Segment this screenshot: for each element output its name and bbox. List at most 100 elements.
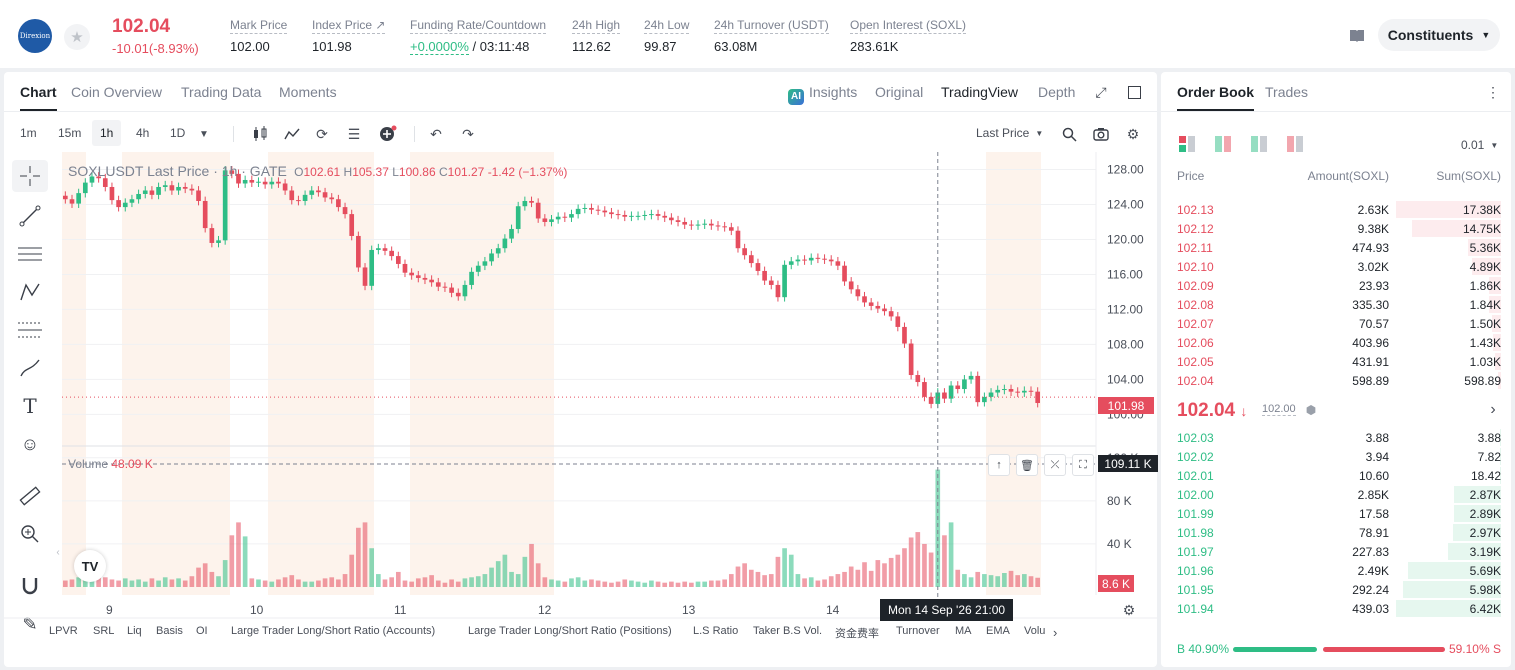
candle-body	[748, 255, 754, 264]
refresh-icon[interactable]: ⟳	[316, 125, 328, 142]
pattern-icon[interactable]	[12, 276, 48, 308]
bid-row[interactable]: 101.94 439.03 6.42K	[1161, 599, 1511, 618]
scale-settings-icon[interactable]: ⚙	[1122, 601, 1136, 618]
maximize-pane-icon[interactable]: ⛶	[1072, 454, 1094, 476]
tab-coin-overview[interactable]: Coin Overview	[71, 84, 163, 100]
info-shield-icon[interactable]: ⬢	[1305, 403, 1317, 417]
expand-icon[interactable]: ⤢	[1095, 83, 1107, 100]
indicator-liq[interactable]: Liq	[127, 625, 142, 637]
bid-row[interactable]: 101.98 78.91 2.97K	[1161, 523, 1511, 542]
indicator-lt-ratio-positions[interactable]: Large Trader Long/Short Ratio (Positions…	[468, 625, 672, 637]
bid-row[interactable]: 102.02 3.94 7.82	[1161, 447, 1511, 466]
timeframe-4h[interactable]: 4h	[136, 126, 150, 140]
bid-row[interactable]: 102.03 3.88 3.88	[1161, 428, 1511, 447]
indicator-ma[interactable]: MA	[955, 625, 972, 637]
trend-line-icon[interactable]	[12, 200, 48, 232]
indicator-lpvr[interactable]: LPVR	[49, 625, 78, 637]
move-up-icon[interactable]: ↑	[988, 454, 1010, 476]
book-asks-icon[interactable]	[1285, 134, 1305, 154]
pencil-lock-icon[interactable]: ✎	[22, 613, 38, 634]
indicator-srl[interactable]: SRL	[93, 625, 115, 637]
view-insights[interactable]: AI Insights	[788, 84, 857, 105]
tab-trading-data[interactable]: Trading Data	[181, 84, 262, 100]
ask-row[interactable]: 102.08 335.30 1.84K	[1161, 295, 1511, 314]
ask-row[interactable]: 102.06 403.96 1.43K	[1161, 333, 1511, 352]
stat-index-price[interactable]: Index Price ↗ 101.98	[312, 18, 386, 54]
candle-type-icon[interactable]	[250, 124, 270, 144]
timeframe-1d[interactable]: 1D	[170, 126, 186, 140]
book-icon[interactable]	[1345, 25, 1369, 47]
ask-row[interactable]: 102.10 3.02K 4.89K	[1161, 257, 1511, 276]
indicator-funding-rate[interactable]: 资金费率	[835, 628, 879, 640]
precision-select[interactable]: 0.01 ▼	[1453, 132, 1506, 158]
stat-funding-rate[interactable]: Funding Rate/Countdown +0.0000% / 03:11:…	[410, 18, 547, 55]
bid-row[interactable]: 101.96 2.49K 5.69K	[1161, 561, 1511, 580]
collapse-left-icon[interactable]: ‹	[56, 546, 60, 558]
window-icon[interactable]	[1124, 82, 1144, 102]
horizontal-lines-icon[interactable]	[12, 238, 48, 270]
chevron-right-icon[interactable]: ›	[1053, 625, 1058, 640]
bid-row[interactable]: 101.97 227.83 3.19K	[1161, 542, 1511, 561]
book-bids-icon[interactable]	[1249, 134, 1269, 154]
ask-row[interactable]: 102.05 431.91 1.03K	[1161, 352, 1511, 371]
chevron-right-icon[interactable]: ›	[1490, 401, 1496, 418]
indicator-oi[interactable]: OI	[196, 625, 208, 637]
indicator-taker-bs-vol[interactable]: Taker B.S Vol.	[753, 625, 823, 637]
crosshair-icon[interactable]	[12, 160, 48, 192]
timeframe-more-icon[interactable]: ▼	[199, 128, 209, 140]
settings-gear-icon[interactable]: ⚙	[1126, 125, 1140, 142]
tradingview-logo[interactable]: TV	[74, 550, 106, 582]
delete-icon[interactable]: 🗑	[1016, 454, 1038, 476]
ask-row[interactable]: 102.09 23.93 1.86K	[1161, 276, 1511, 295]
book-both-icon[interactable]	[1177, 134, 1197, 154]
timeframe-1m[interactable]: 1m	[20, 126, 37, 140]
indicator-ema[interactable]: EMA	[986, 625, 1010, 637]
stat-mark-price[interactable]: Mark Price 102.00	[230, 18, 288, 54]
indicators-icon[interactable]	[282, 124, 302, 144]
tab-chart[interactable]: Chart	[20, 84, 57, 111]
indicator-turnover[interactable]: Turnover	[896, 625, 940, 637]
zoom-in-icon[interactable]	[12, 518, 48, 550]
favorite-star-icon[interactable]: ★	[64, 24, 90, 50]
ask-row[interactable]: 102.13 2.63K 17.38K	[1161, 200, 1511, 219]
fib-retracement-icon[interactable]	[12, 314, 48, 346]
view-depth[interactable]: Depth	[1038, 84, 1076, 100]
ruler-icon[interactable]	[12, 480, 48, 512]
price-chart[interactable]: 128.00 124.00 120.00 116.00 112.00 108.00 104.…	[4, 72, 1157, 667]
funding-rate-value[interactable]: +0.0000%	[410, 39, 469, 55]
indicator-basis[interactable]: Basis	[156, 625, 183, 637]
add-alert-icon[interactable]	[378, 124, 398, 144]
bid-row[interactable]: 101.95 292.24 5.98K	[1161, 580, 1511, 599]
emoji-icon[interactable]: ☺	[20, 433, 40, 454]
indicator-lt-ratio-accounts[interactable]: Large Trader Long/Short Ratio (Accounts)	[231, 625, 436, 637]
indicator-ls-ratio[interactable]: L.S Ratio	[693, 625, 739, 637]
timeframe-1h[interactable]: 1h	[92, 120, 122, 146]
camera-icon[interactable]	[1091, 124, 1111, 144]
bid-row[interactable]: 102.00 2.85K 2.87K	[1161, 485, 1511, 504]
ask-row[interactable]: 102.11 474.93 5.36K	[1161, 238, 1511, 257]
view-original[interactable]: Original	[875, 84, 924, 100]
price-type-select[interactable]: Last Price ▼	[968, 120, 1051, 146]
more-vertical-icon[interactable]: ⋮	[1486, 83, 1500, 100]
timeframe-15m[interactable]: 15m	[58, 126, 82, 140]
ask-row[interactable]: 102.12 9.38K 14.75K	[1161, 219, 1511, 238]
undo-icon[interactable]: ↶	[430, 125, 442, 142]
tab-order-book[interactable]: Order Book	[1177, 84, 1255, 111]
constituents-dropdown[interactable]: Constituents ▼	[1378, 19, 1500, 51]
brush-icon[interactable]	[12, 352, 48, 384]
redo-icon[interactable]: ↷	[462, 125, 474, 142]
ask-row[interactable]: 102.07 70.57 1.50K	[1161, 314, 1511, 333]
magnet-icon[interactable]	[12, 570, 48, 602]
tab-moments[interactable]: Moments	[279, 84, 337, 100]
indicator-volume[interactable]: Volu	[1024, 625, 1046, 637]
collapse-icon[interactable]: ⤫	[1044, 454, 1066, 476]
book-split-icon[interactable]	[1213, 134, 1233, 154]
view-tradingview[interactable]: TradingView	[941, 84, 1019, 100]
text-tool-icon[interactable]: T	[23, 394, 37, 418]
ask-row[interactable]: 102.04 598.89 598.89	[1161, 371, 1511, 390]
bid-row[interactable]: 101.99 17.58 2.89K	[1161, 504, 1511, 523]
tab-trades[interactable]: Trades	[1265, 84, 1309, 100]
templates-icon[interactable]: ☰	[347, 125, 361, 142]
search-icon[interactable]	[1059, 124, 1079, 144]
bid-row[interactable]: 102.01 10.60 18.42	[1161, 466, 1511, 485]
